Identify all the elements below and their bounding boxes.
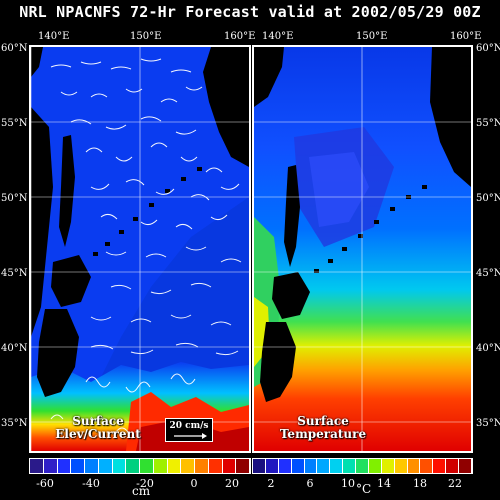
- elevation-colorbar-swatch: [30, 459, 44, 473]
- elev-tick-20: 20: [225, 477, 239, 490]
- open-pacific-area: [101, 197, 249, 377]
- temperature-map: [252, 45, 473, 453]
- temperature-colorbar-swatch: [343, 459, 356, 473]
- elevation-current-map: [29, 45, 251, 453]
- elevation-colorbar-swatch: [85, 459, 99, 473]
- temperature-colorbar-swatch: [433, 459, 447, 473]
- elevation-colorbar-swatch: [222, 459, 237, 473]
- elev-tick-neg60: -60: [36, 477, 54, 490]
- lat-label-left-35: 35°N: [1, 418, 28, 429]
- elevation-colorbar-swatch: [140, 459, 154, 473]
- elev-tick-neg20: -20: [136, 477, 154, 490]
- elevation-colorbar-swatch: [153, 459, 168, 473]
- temperature-caption: Surface Temperature: [268, 415, 378, 441]
- temperature-colorbar-swatch: [394, 459, 408, 473]
- elevation-caption-line1: Surface: [72, 414, 124, 428]
- elevation-colorbar-swatch: [208, 459, 223, 473]
- temperature-colorbar-swatch: [253, 459, 266, 473]
- temperature-colorbar-swatch: [459, 459, 472, 473]
- current-scale-arrow-icon: [174, 433, 207, 439]
- kamchatka-land-right: [430, 47, 471, 187]
- hokkaido-land-right: [272, 272, 310, 319]
- temperature-colorbar-swatch: [265, 459, 279, 473]
- elevation-colorbar: [29, 458, 251, 474]
- temperature-caption-line1: Surface: [297, 414, 349, 428]
- temperature-colorbar-swatch: [330, 459, 344, 473]
- elevation-colorbar-swatch: [195, 459, 209, 473]
- temperature-colorbar-swatch: [278, 459, 292, 473]
- temperature-colorbar-swatch: [381, 459, 395, 473]
- lat-label-right-55: 55°N: [476, 118, 500, 129]
- temperature-colorbar-swatch: [446, 459, 459, 473]
- temp-tick-22: 22: [448, 477, 462, 490]
- temp-tick-14: 14: [377, 477, 391, 490]
- temp-tick-10: 10: [341, 477, 355, 490]
- current-vectors: [50, 58, 242, 433]
- lat-label-left-45: 45°N: [1, 268, 28, 279]
- elevation-colorbar-swatch: [167, 459, 182, 473]
- elevation-colorbar-swatch: [112, 459, 127, 473]
- elevation-colorbar-swatch: [57, 459, 72, 473]
- lat-label-right-40: 40°N: [476, 343, 500, 354]
- siberia-land-right: [254, 47, 284, 107]
- lat-label-right-60: 60°N: [476, 43, 500, 54]
- lat-label-left-40: 40°N: [1, 343, 28, 354]
- elev-tick-neg40: -40: [82, 477, 100, 490]
- lon-label-left-140: 140°E: [38, 31, 70, 42]
- honshu-land: [37, 309, 79, 397]
- elevation-colorbar-swatch: [236, 459, 250, 473]
- lat-label-left-50: 50°N: [1, 193, 28, 204]
- honshu-land-right: [260, 322, 296, 402]
- temp-tick-6: 6: [306, 477, 314, 490]
- temp-tick-2: 2: [267, 477, 275, 490]
- temperature-colorbar-swatch: [407, 459, 421, 473]
- elev-tick-0: 0: [190, 477, 198, 490]
- cold-core: [309, 152, 369, 227]
- kamchatka-land: [203, 47, 249, 167]
- temperature-colorbar: [252, 458, 473, 474]
- temp-tick-18: 18: [413, 477, 427, 490]
- temperature-svg: [254, 47, 471, 451]
- lat-label-right-50: 50°N: [476, 193, 500, 204]
- temperature-colorbar-swatch: [304, 459, 318, 473]
- temperature-colorbar-swatch: [356, 459, 369, 473]
- lon-label-left-160: 160°E: [224, 31, 256, 42]
- lat-label-right-45: 45°N: [476, 268, 500, 279]
- temperature-colorbar-swatch: [420, 459, 434, 473]
- lon-label-right-140: 140°E: [262, 31, 294, 42]
- lat-label-left-60: 60°N: [1, 43, 28, 54]
- current-scale-label: 20 cm/s: [169, 421, 209, 431]
- elevation-caption-line2: Elev/Current: [55, 427, 141, 441]
- elevation-colorbar-swatch: [98, 459, 113, 473]
- lat-label-right-35: 35°N: [476, 418, 500, 429]
- elevation-caption: Surface Elev/Current: [48, 415, 148, 441]
- kuril-islands: [93, 167, 202, 256]
- elevation-current-svg: [31, 47, 249, 451]
- temperature-colorbar-swatch: [291, 459, 305, 473]
- lon-label-left-150: 150°E: [130, 31, 162, 42]
- asia-mainland: [31, 107, 53, 337]
- siberia-land: [31, 47, 43, 77]
- graticule-right: [254, 47, 471, 451]
- map-title: NRL NPACNFS 72-Hr Forecast valid at 2002…: [19, 3, 481, 21]
- temperature-colorbar-swatch: [317, 459, 331, 473]
- temperature-colorbar-swatch: [368, 459, 382, 473]
- lon-label-right-150: 150°E: [356, 31, 388, 42]
- lon-label-right-160: 160°E: [450, 31, 482, 42]
- elev-unit: cm: [132, 484, 151, 498]
- lat-label-left-55: 55°N: [1, 118, 28, 129]
- elevation-colorbar-swatch: [181, 459, 195, 473]
- current-scale-box: 20 cm/s: [165, 418, 213, 442]
- elevation-colorbar-swatch: [71, 459, 85, 473]
- elevation-colorbar-swatch: [43, 459, 58, 473]
- elevation-colorbar-swatch: [126, 459, 140, 473]
- sakhalin-land-right: [284, 165, 300, 267]
- temperature-caption-line2: Temperature: [279, 427, 367, 441]
- hokkaido-land: [51, 255, 91, 307]
- sakhalin-land: [59, 135, 75, 247]
- temp-unit: °C: [356, 482, 372, 496]
